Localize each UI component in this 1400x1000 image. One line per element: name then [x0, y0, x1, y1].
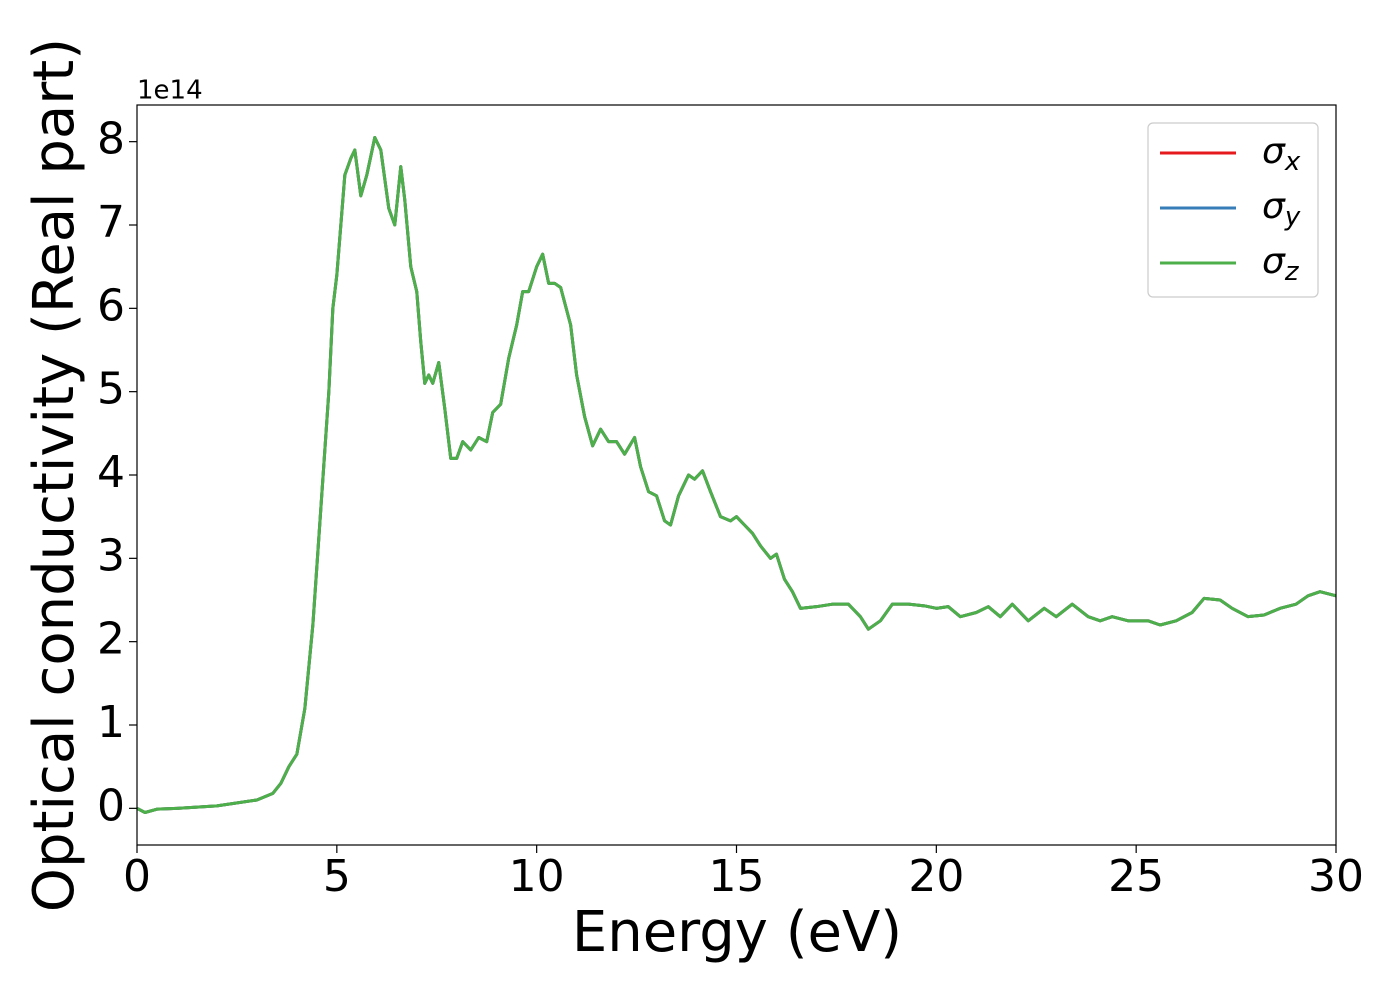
plot-lines [137, 136, 1336, 814]
y-tick-label: 0 [97, 780, 125, 831]
x-tick-label: 30 [1308, 851, 1364, 902]
legend-label: σz [1262, 241, 1300, 287]
y-tick-label: 8 [97, 114, 125, 165]
x-tick-label: 15 [709, 851, 765, 902]
series-line [137, 136, 1336, 814]
legend-label: σx [1262, 131, 1301, 177]
y-tick-label: 7 [97, 197, 125, 248]
y-tick-label: 4 [97, 447, 125, 498]
x-tick-label: 5 [323, 851, 351, 902]
legend-box [1147, 122, 1319, 298]
y-tick-label: 5 [97, 364, 125, 415]
x-tick-label: 10 [509, 851, 565, 902]
y-tick-label: 6 [97, 280, 125, 331]
y-tick-label: 3 [97, 530, 125, 581]
offset-label: 1e14 [137, 76, 203, 106]
x-tick-label: 25 [1108, 851, 1164, 902]
legend-label: σy [1262, 186, 1301, 232]
x-tick-label: 0 [123, 851, 151, 902]
x-tick-label: 20 [908, 851, 964, 902]
y-axis-label: Optical conductivity (Real part) [22, 38, 87, 912]
y-tick-label: 1 [97, 697, 125, 748]
x-axis-label: Energy (eV) [572, 900, 902, 965]
y-tick-label: 2 [97, 614, 125, 665]
